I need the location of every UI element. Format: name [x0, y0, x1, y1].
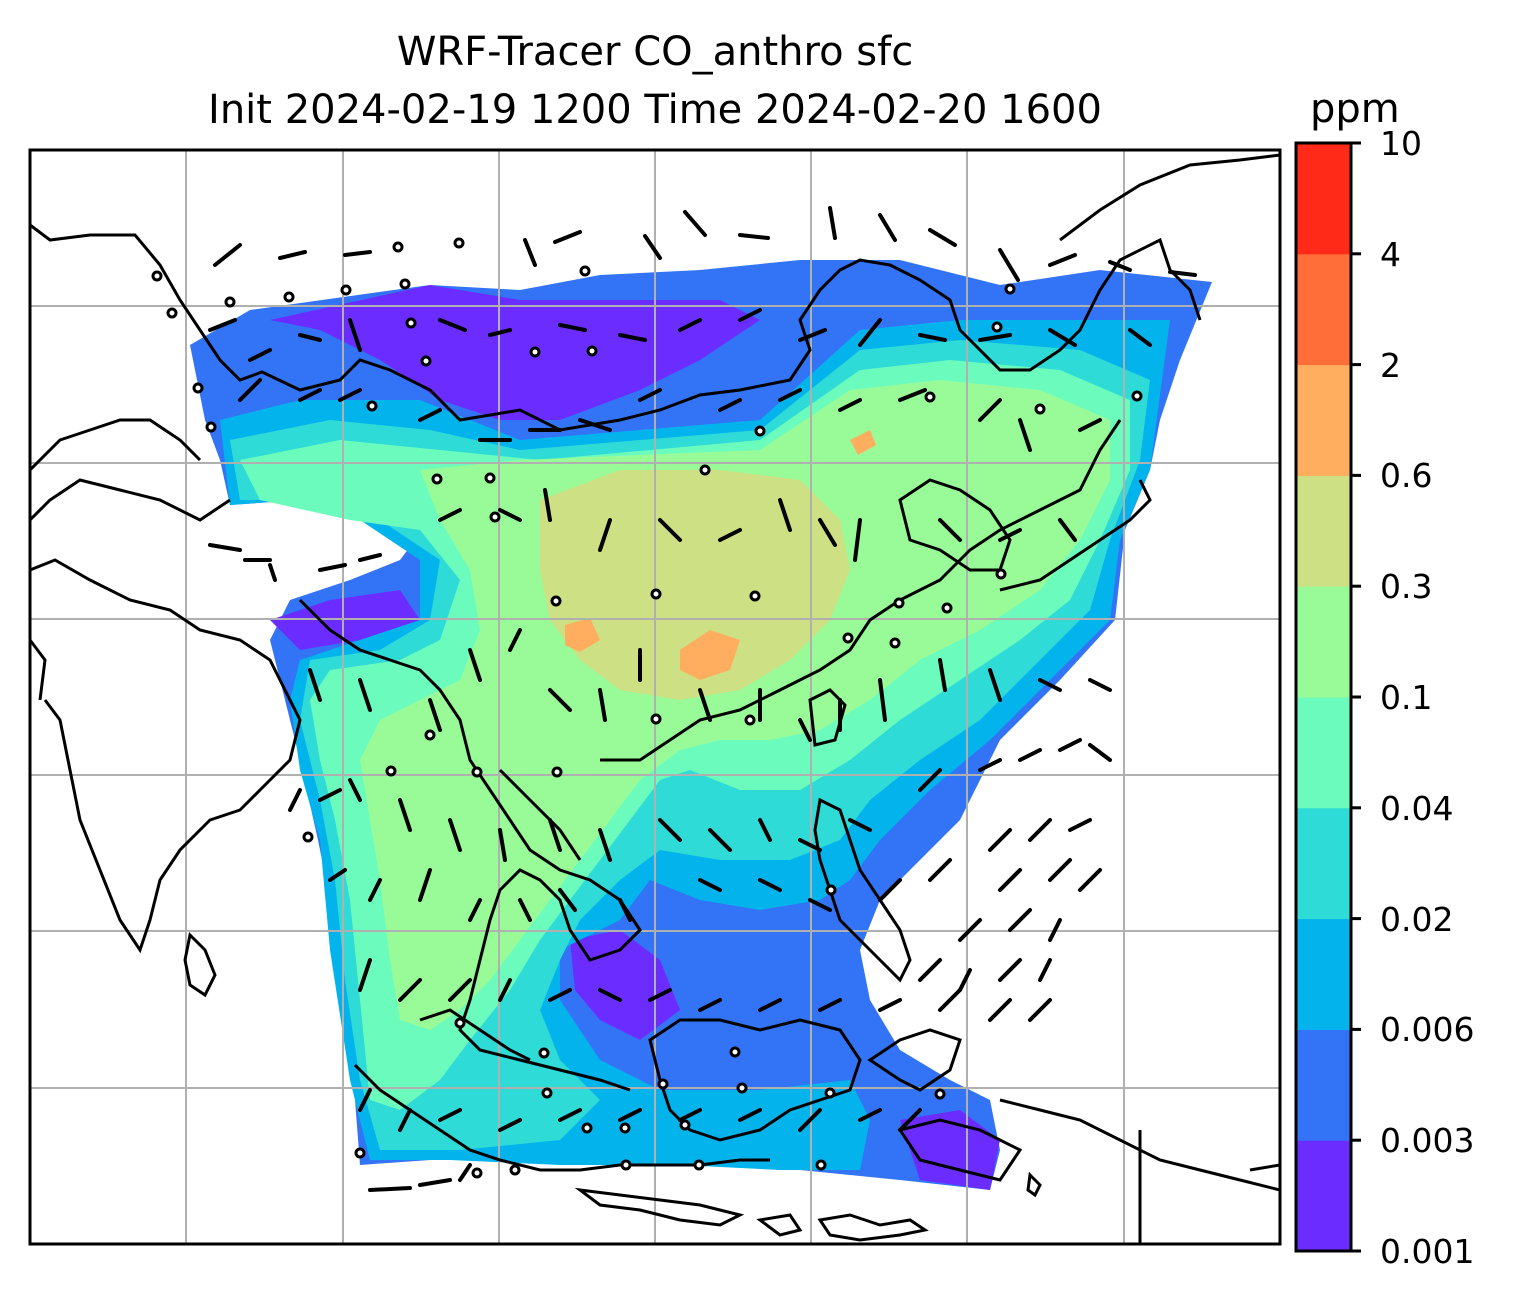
colorbar-tick-label: 0.003 — [1380, 1121, 1475, 1161]
wind-barbs — [208, 206, 1197, 1192]
colorbar-band — [1296, 807, 1351, 920]
colorbar-tick-label: 0.04 — [1380, 788, 1454, 828]
colorbar-tick-label: 4 — [1380, 234, 1401, 274]
colorbar-tick-label: 10 — [1380, 124, 1422, 163]
colorbar-band — [1296, 697, 1351, 809]
colorbar-band — [1296, 1140, 1351, 1252]
colorbar-tick-label: 0.001 — [1380, 1232, 1475, 1271]
tracer-field-orange-3 — [850, 430, 876, 455]
colorbar-band — [1296, 918, 1351, 1030]
colorbar-tick-label: 0.02 — [1380, 899, 1454, 939]
map-area — [30, 150, 1280, 1244]
tracer-field-orange-1 — [680, 630, 740, 680]
colorbar-tick-label: 0.6 — [1380, 456, 1433, 496]
calm-wind-circles — [151, 237, 1143, 1179]
colorbar-tick-label: 0.1 — [1380, 678, 1433, 717]
map-frame — [28, 148, 1282, 1246]
colorbar-tick-label: 2 — [1380, 345, 1401, 385]
tracer-field-olive — [540, 470, 850, 700]
map-title-line1: WRF-Tracer CO_anthro sfc — [396, 29, 914, 75]
colorbar-band — [1296, 143, 1351, 255]
colorbar-band — [1296, 586, 1351, 698]
colorbar-ticks — [1351, 141, 1361, 1253]
colorbar-band — [1296, 1029, 1351, 1141]
colorbar — [1296, 143, 1351, 1252]
colorbar-band — [1296, 253, 1351, 366]
colorbar-tick-label: 0.3 — [1380, 567, 1433, 607]
coastlines — [30, 153, 1280, 1244]
colorbar-tick-label: 0.006 — [1380, 1010, 1475, 1050]
colorbar-units-label: ppm — [1310, 86, 1400, 132]
gridlines — [30, 150, 1280, 1244]
tracer-field-orange-2 — [565, 618, 600, 652]
colorbar-band — [1296, 364, 1351, 476]
colorbar-band — [1296, 475, 1351, 587]
map-title-line2: Init 2024-02-19 1200 Time 2024-02-20 160… — [208, 87, 1102, 133]
tracer-field-purple-north — [270, 285, 760, 420]
